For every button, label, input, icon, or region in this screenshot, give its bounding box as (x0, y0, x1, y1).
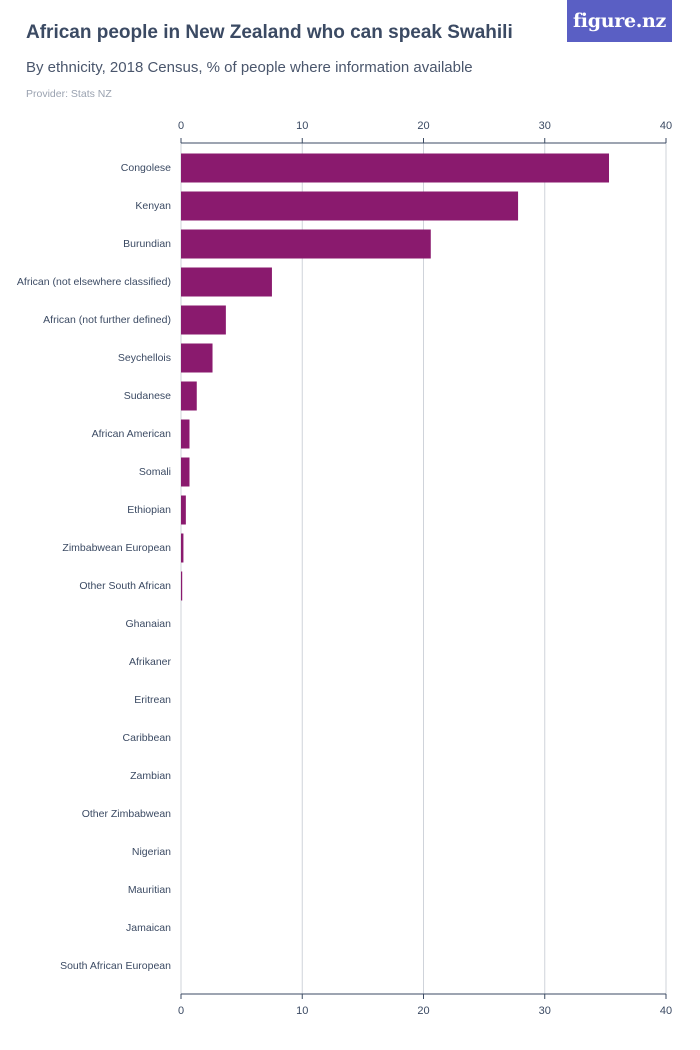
category-label-16: Zambian (130, 770, 171, 782)
x-tick-label-bottom-0: 0 (178, 1005, 184, 1017)
figure-nz-logo[interactable]: figure.nz (567, 0, 672, 42)
category-label-20: Jamaican (126, 922, 171, 934)
category-label-18: Nigerian (132, 846, 171, 858)
category-label-15: Caribbean (123, 732, 172, 744)
category-label-0: Congolese (121, 162, 171, 174)
bar-10 (181, 533, 184, 563)
bar-5 (181, 343, 213, 373)
bar-7 (181, 419, 190, 449)
data-provider: Provider: Stats NZ (26, 88, 112, 100)
category-label-3: African (not elsewhere classified) (17, 276, 171, 288)
bar-9 (181, 495, 186, 525)
category-label-1: Kenyan (135, 200, 171, 212)
category-label-2: Burundian (123, 238, 171, 250)
bar-11 (181, 571, 183, 601)
category-label-21: South African European (60, 960, 171, 972)
x-tick-label-top-2: 20 (417, 120, 429, 132)
category-label-12: Ghanaian (125, 618, 171, 630)
category-label-14: Eritrean (134, 694, 171, 706)
bar-1 (181, 191, 519, 221)
bar-4 (181, 305, 226, 335)
category-label-17: Other Zimbabwean (82, 808, 171, 820)
bar-8 (181, 457, 190, 487)
chart-subtitle: By ethnicity, 2018 Census, % of people w… (26, 59, 473, 76)
x-tick-label-bottom-3: 30 (539, 1005, 551, 1017)
category-label-8: Somali (139, 466, 171, 478)
category-label-9: Ethiopian (127, 504, 171, 516)
category-label-6: Sudanese (124, 390, 171, 402)
category-label-4: African (not further defined) (43, 314, 171, 326)
category-label-19: Mauritian (128, 884, 171, 896)
x-tick-label-top-0: 0 (178, 120, 184, 132)
category-label-5: Seychellois (118, 352, 171, 364)
bar-6 (181, 381, 197, 411)
x-tick-label-bottom-2: 20 (417, 1005, 429, 1017)
x-tick-label-bottom-4: 40 (660, 1005, 672, 1017)
category-label-10: Zimbabwean European (62, 542, 171, 554)
chart-title: African people in New Zealand who can sp… (26, 22, 513, 43)
bar-3 (181, 267, 272, 297)
x-tick-label-top-3: 30 (539, 120, 551, 132)
x-tick-label-bottom-1: 10 (296, 1005, 308, 1017)
category-label-7: African American (92, 428, 172, 440)
category-label-13: Afrikaner (129, 656, 172, 668)
x-tick-label-top-4: 40 (660, 120, 672, 132)
bar-0 (181, 153, 610, 183)
category-label-11: Other South African (79, 580, 171, 592)
x-tick-label-top-1: 10 (296, 120, 308, 132)
bar-2 (181, 229, 431, 259)
